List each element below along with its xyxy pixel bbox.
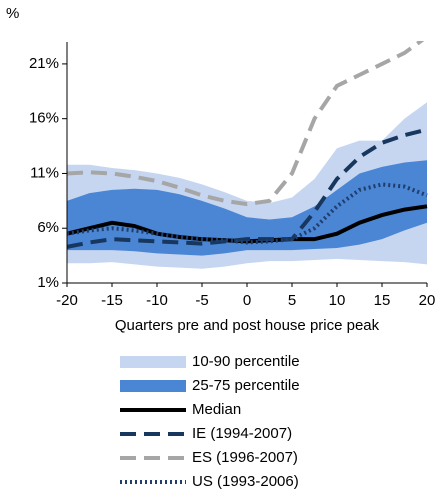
series-line xyxy=(67,41,425,207)
legend-label: US (1993-2006) xyxy=(192,473,299,490)
x-tick-label: 5 xyxy=(288,292,296,309)
plot-area xyxy=(67,41,428,269)
y-tick-label: 21% xyxy=(29,55,59,72)
legend-label: 25-75 percentile xyxy=(192,377,300,394)
legend-label: IE (1994-2007) xyxy=(192,425,292,442)
x-axis-label: Quarters pre and post house price peak xyxy=(115,317,380,334)
series-line xyxy=(67,127,428,249)
legend-swatch xyxy=(120,356,186,368)
x-tick-label: 15 xyxy=(374,292,391,309)
x-tick-label: 20 xyxy=(419,292,436,309)
legend-label: ES (1996-2007) xyxy=(192,449,298,466)
y-tick-label: 11% xyxy=(30,164,59,181)
legend-swatch xyxy=(120,380,186,392)
y-tick-label: 1% xyxy=(37,274,59,291)
x-tick-label: -15 xyxy=(101,292,123,309)
legend-label: Median xyxy=(192,401,241,418)
x-tick-label: -5 xyxy=(195,292,208,309)
y-tick-label: 16% xyxy=(29,110,59,127)
legend-label: 10-90 percentile xyxy=(192,353,300,370)
y-tick-label: 6% xyxy=(37,219,59,236)
series-line xyxy=(67,182,428,245)
x-tick-label: 0 xyxy=(243,292,251,309)
x-tick-label: -20 xyxy=(56,292,78,309)
x-tick-label: 10 xyxy=(329,292,346,309)
y-axis-label: % xyxy=(6,5,19,22)
x-tick-label: -10 xyxy=(146,292,168,309)
